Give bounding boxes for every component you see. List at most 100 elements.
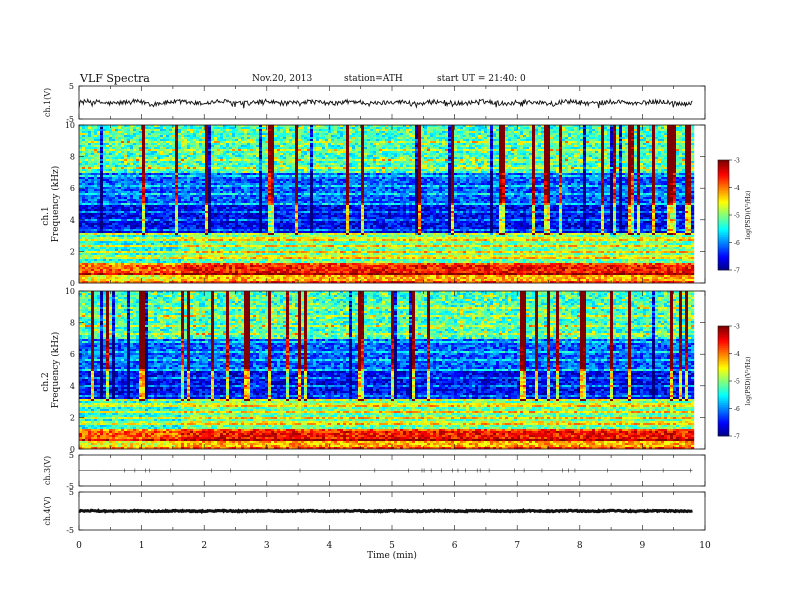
spectrogram-cell (268, 131, 271, 133)
spectrogram-cell (313, 133, 316, 135)
spectrogram-cell (346, 129, 349, 131)
spectrogram-cell (340, 133, 343, 135)
spectrogram-cell (286, 127, 289, 129)
spectrogram-cell (358, 129, 361, 131)
spectrogram-cell (571, 131, 574, 133)
spectrogram-cell (292, 131, 295, 133)
spectrogram-cell (283, 135, 286, 137)
spectrogram-cell (118, 127, 121, 129)
spectrogram-cell (589, 135, 592, 137)
spectrogram-cell (541, 133, 544, 135)
spectrogram-cell (613, 133, 616, 135)
spectrogram-cell (460, 133, 463, 135)
spectrogram-cell (547, 135, 550, 137)
spectrogram-cell (172, 133, 175, 135)
spectrogram-cell (511, 129, 514, 131)
spectrogram-cell (598, 129, 601, 131)
spectrogram-cell (556, 133, 559, 135)
spectrogram-cell (100, 133, 103, 135)
spectrogram-cell (415, 129, 418, 131)
spectrogram-cell (592, 135, 595, 137)
spectrogram-cell (460, 129, 463, 131)
spectrogram-cell (331, 127, 334, 129)
spectrogram-cell (283, 127, 286, 129)
spectrogram-cell (223, 127, 226, 129)
spectrogram-cell (139, 137, 142, 139)
spectrogram-cell (373, 135, 376, 137)
spectrogram-cell (628, 127, 631, 129)
spectrogram-cell (250, 137, 253, 139)
spectrogram-cell (232, 131, 235, 133)
spectrogram-cell (460, 131, 463, 133)
spectrogram-cell (331, 129, 334, 131)
spectrogram-cell (193, 129, 196, 131)
spectrogram-cell (562, 127, 565, 129)
spectrogram-cell (613, 131, 616, 133)
spectrogram-cell (391, 133, 394, 135)
spectrogram-cell (523, 127, 526, 129)
spectrogram-cell (88, 137, 91, 139)
spectrogram-cell (583, 131, 586, 133)
spectrogram-cell (544, 129, 547, 131)
spectrogram-cell (172, 129, 175, 131)
spectrogram-cell (499, 135, 502, 137)
spectrogram-cell (286, 133, 289, 135)
spectrogram-cell (655, 133, 658, 135)
spectrogram-cell (682, 133, 685, 135)
spectrogram-cell (604, 135, 607, 137)
spectrogram-cell (361, 137, 364, 139)
spectrogram-cell (304, 137, 307, 139)
spectrogram-cell (508, 133, 511, 135)
spectrogram-cell (106, 135, 109, 137)
spectrogram-cell (547, 133, 550, 135)
spectrogram-cell (142, 131, 145, 133)
spectrogram-cell (553, 127, 556, 129)
spectrogram-cell (106, 127, 109, 129)
spectrogram-cell (535, 135, 538, 137)
spectrogram-cell (505, 135, 508, 137)
spectrogram-cell (154, 129, 157, 131)
spectrogram-cell (568, 135, 571, 137)
spectrogram-cell (229, 131, 232, 133)
spectrogram-cell (424, 129, 427, 131)
spectrogram-cell (646, 135, 649, 137)
spectrogram-cell (202, 135, 205, 137)
spectrogram-cell (337, 127, 340, 129)
spectrogram-cell (397, 129, 400, 131)
spectrogram-cell (145, 133, 148, 135)
spectrogram-cell (250, 129, 253, 131)
spectrogram-cell (619, 133, 622, 135)
spectrogram-cell (526, 133, 529, 135)
spectrogram-cell (199, 129, 202, 131)
spectrogram-cell (571, 133, 574, 135)
spectrogram-cell (196, 135, 199, 137)
spectrogram-cell (637, 135, 640, 137)
spectrogram-cell (394, 129, 397, 131)
spectrogram-cell (346, 137, 349, 139)
spectrogram-cell (265, 133, 268, 135)
spectrogram-cell (163, 127, 166, 129)
spectrogram-cell (622, 131, 625, 133)
spectrogram-cell (106, 133, 109, 135)
spectrogram-cell (625, 127, 628, 129)
ch1-waveform-panel: 5-5ch.1(V) (43, 82, 705, 124)
spectrogram-cell (199, 137, 202, 139)
spectrogram-cell (475, 131, 478, 133)
spectrogram-cell (337, 129, 340, 131)
spectrogram-cell (598, 127, 601, 129)
spectrogram-cell (175, 127, 178, 129)
spectrogram-cell (628, 135, 631, 137)
spectrogram-cell (211, 133, 214, 135)
spectrogram-cell (142, 137, 145, 139)
spectrogram-cell (367, 133, 370, 135)
spectrogram-cell (451, 133, 454, 135)
spectrogram-cell (652, 127, 655, 129)
spectrogram-cell (544, 133, 547, 135)
spectrogram-cell (649, 131, 652, 133)
spectrogram-cell (112, 127, 115, 129)
spectrogram-cell (313, 137, 316, 139)
spectrogram-cell (673, 133, 676, 135)
spectrogram-cell (637, 131, 640, 133)
spectrogram-cell (568, 131, 571, 133)
spectrogram-cell (430, 131, 433, 133)
